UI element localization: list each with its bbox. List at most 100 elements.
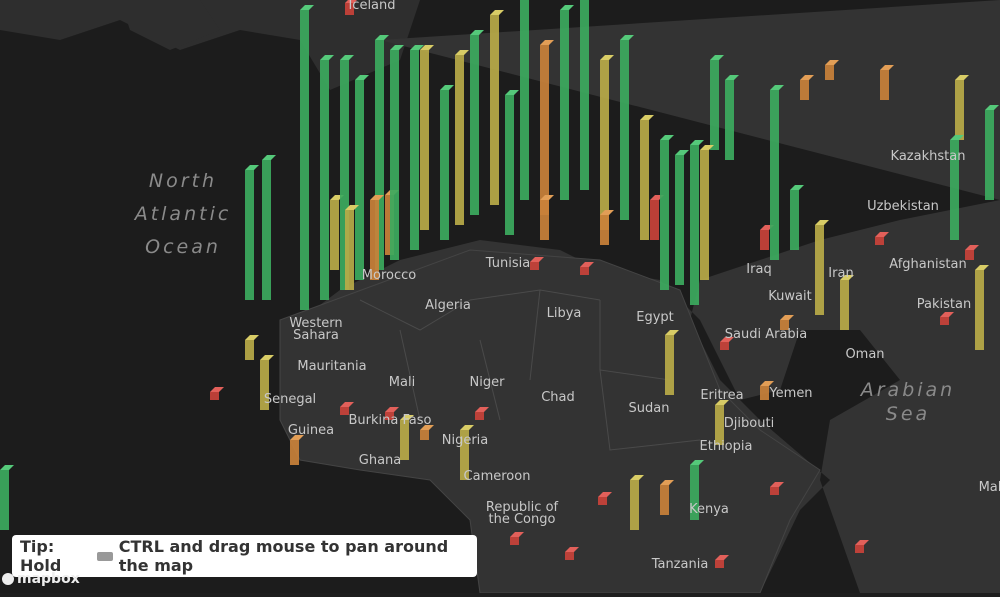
bar-side <box>330 200 339 270</box>
bar-side <box>825 65 834 80</box>
bar-top <box>598 492 612 497</box>
place-label: Kuwait <box>768 289 811 304</box>
bar-side <box>815 225 824 315</box>
place-label: Tunisia <box>485 256 530 271</box>
bar-top <box>460 425 474 430</box>
tip-text: Tip: Hold <box>20 537 62 575</box>
bar-top <box>700 145 714 150</box>
place-label: Nigeria <box>442 433 489 448</box>
bar-top <box>880 65 894 70</box>
bar-side <box>320 60 329 300</box>
place-label: Kenya <box>689 502 729 517</box>
bar-top <box>475 407 489 412</box>
bar-top <box>675 150 689 155</box>
bar-top <box>800 75 814 80</box>
bar-side <box>840 280 849 330</box>
bar-side <box>410 50 419 250</box>
bar-side <box>715 560 724 568</box>
bar-side <box>940 317 949 325</box>
bar-side <box>375 40 384 270</box>
bar-side <box>475 412 484 420</box>
bar-side <box>715 405 724 445</box>
ocean-label: North <box>149 170 217 192</box>
bar-top <box>690 460 704 465</box>
bar-side <box>245 170 254 300</box>
bar-side <box>260 360 269 410</box>
bar-top <box>375 35 389 40</box>
place-label: Egypt <box>636 310 674 325</box>
mapbox-logo[interactable]: mapbox <box>2 571 80 587</box>
place-label: Ethiopia <box>700 439 753 454</box>
place-label: Sahara <box>293 328 339 343</box>
bar-top <box>565 547 579 552</box>
place-label: Iran <box>828 266 853 281</box>
bar-top <box>540 40 554 45</box>
bar-top <box>620 35 634 40</box>
bar-side <box>262 160 271 300</box>
place-label: Chad <box>541 390 575 405</box>
bar-side <box>790 190 799 250</box>
bar-top <box>600 55 614 60</box>
bar-top <box>770 482 784 487</box>
bar-side <box>0 470 9 530</box>
place-label: Yemen <box>768 386 812 401</box>
bar-side <box>390 50 399 260</box>
ocean-label: Sea <box>886 403 930 425</box>
ocean-label: Ocean <box>145 236 221 258</box>
place-label: Guinea <box>288 423 334 438</box>
place-label: Uzbekistan <box>867 199 939 214</box>
bar-side <box>770 487 779 495</box>
place-label: Eritrea <box>700 388 743 403</box>
bar-side <box>620 40 629 220</box>
bar-top <box>600 210 614 215</box>
bar-side <box>440 90 449 240</box>
bar-top <box>245 335 259 340</box>
bar-top <box>720 337 734 342</box>
place-label: Western <box>289 316 342 331</box>
bar-side <box>580 267 589 275</box>
bar-top <box>470 30 484 35</box>
bar-top <box>950 135 964 140</box>
tip-text: CTRL and drag mouse to pan around the ma… <box>118 537 449 575</box>
bar-side <box>420 430 429 440</box>
bar-top <box>420 425 434 430</box>
bar-side <box>665 335 674 395</box>
bar-top <box>490 10 504 15</box>
place-label: Mal <box>979 480 1000 495</box>
bar-side <box>520 0 529 200</box>
bar-side <box>725 80 734 160</box>
place-label: Pakistan <box>917 297 971 312</box>
bar-side <box>340 60 349 290</box>
bar-top <box>665 330 679 335</box>
bar-top <box>875 232 889 237</box>
bar-top <box>340 55 354 60</box>
bar-top <box>510 532 524 537</box>
bar-top <box>440 85 454 90</box>
bar-top <box>715 400 729 405</box>
bar-side <box>690 145 699 305</box>
bar-side <box>675 155 684 285</box>
bar-side <box>460 430 469 480</box>
bar-top <box>940 312 954 317</box>
place-label: the Congo <box>489 512 556 527</box>
place-label: Cameroon <box>464 469 531 484</box>
bar-side <box>455 55 464 225</box>
bar-top <box>640 115 654 120</box>
bar-side <box>760 386 769 400</box>
bar-side <box>300 10 309 310</box>
bar-side <box>985 110 994 200</box>
bar-top <box>660 480 674 485</box>
bar-top <box>965 245 979 250</box>
bar-top <box>815 220 829 225</box>
bar-side <box>345 210 354 290</box>
bar-side <box>710 60 719 150</box>
bar-top <box>260 355 274 360</box>
place-label: Morocco <box>362 268 416 283</box>
bar-top <box>0 465 14 470</box>
bar-side <box>540 200 549 240</box>
place-label: Mali <box>389 375 415 390</box>
bar-side <box>510 537 519 545</box>
bar-side <box>950 140 959 240</box>
